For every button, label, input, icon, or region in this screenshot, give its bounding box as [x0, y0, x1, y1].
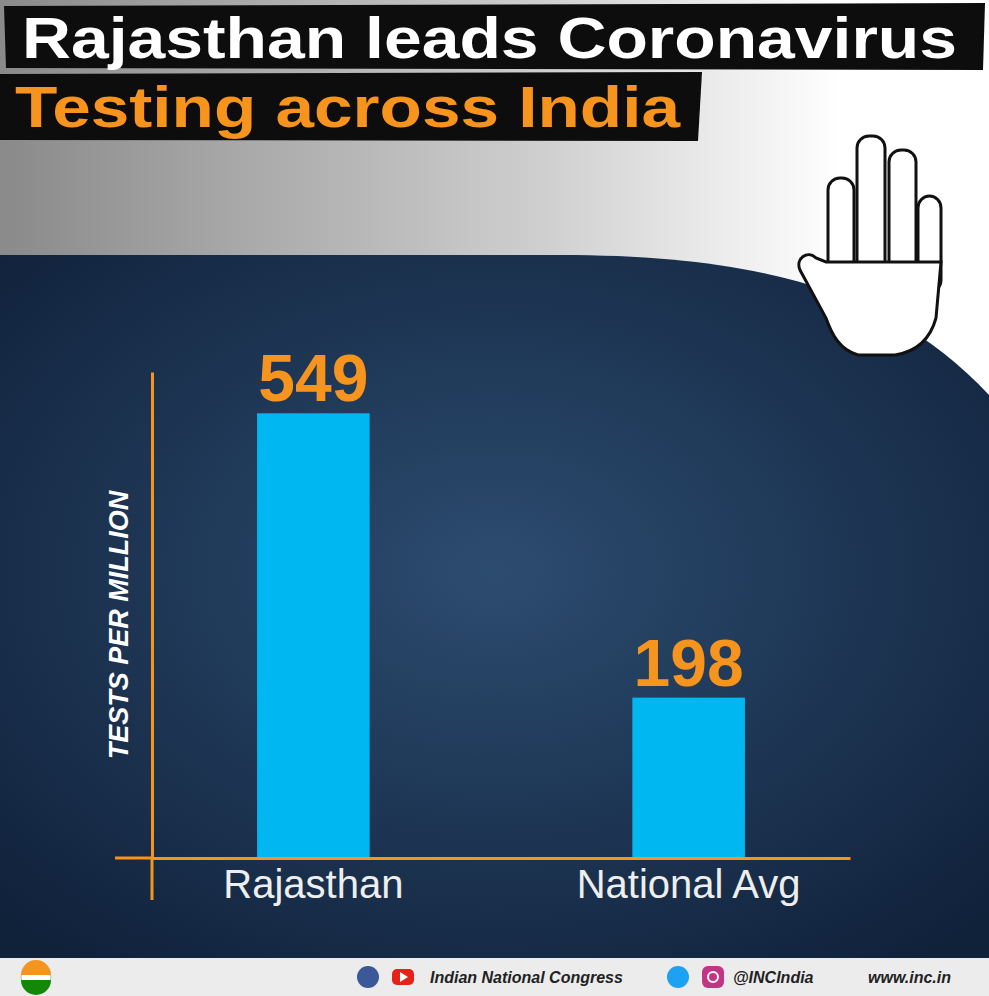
subtitle: Testing across India [15, 74, 681, 139]
instagram-lens [708, 972, 718, 982]
instagram-icon [702, 966, 724, 988]
footer-logo [21, 960, 51, 995]
axis-extension [151, 858, 154, 900]
axis-extension [115, 857, 152, 860]
facebook-icon [357, 966, 379, 988]
youtube-play [400, 972, 408, 982]
footer-handle: @INCIndia [733, 969, 814, 986]
twitter-icon [667, 966, 689, 988]
data-labels: 549 198 [258, 341, 743, 699]
logo-orange [21, 960, 51, 975]
subtitle-strip [0, 72, 702, 141]
footer-bar [0, 958, 989, 996]
data-label: 549 [258, 341, 368, 415]
x-axis: Rajasthan National Avg [153, 858, 851, 906]
footer-website: www.inc.in [868, 969, 951, 986]
y-axis-line [151, 373, 154, 859]
background [0, 0, 989, 996]
y-axis-title: TESTS PER MILLION [104, 490, 134, 759]
title: Rajasthan leads Coronavirus [22, 5, 957, 70]
hand-logo [799, 136, 941, 355]
bar [257, 413, 370, 858]
x-tick-label: Rajasthan [223, 862, 403, 906]
bar [632, 698, 745, 858]
youtube-icon [392, 969, 414, 985]
footer-name: Indian National Congress [430, 969, 623, 986]
hand-palm [799, 255, 941, 355]
data-label: 198 [634, 626, 744, 700]
logo-green [21, 980, 51, 995]
chart-canvas: Rajasthan leads CoronavirusTesting acros… [0, 0, 989, 996]
x-tick: National Avg [577, 858, 801, 906]
x-tick: Rajasthan [223, 858, 403, 906]
chart-panel [0, 255, 989, 958]
x-tick-label: National Avg [577, 862, 801, 906]
y-axis [152, 373, 153, 859]
title-strip [4, 3, 985, 70]
x-axis-line [153, 857, 851, 860]
bars [257, 413, 745, 858]
